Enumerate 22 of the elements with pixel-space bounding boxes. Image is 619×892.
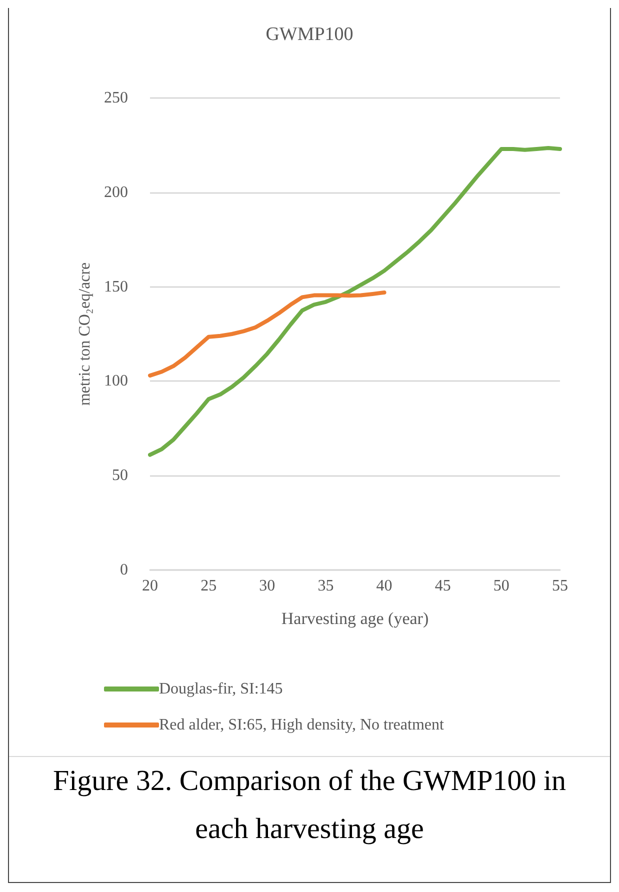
x-tick-label: 35 [318, 578, 334, 594]
x-axis-title: Harvesting age (year) [281, 609, 429, 628]
y-tick-label: 0 [120, 562, 128, 578]
y-tick-label: 250 [104, 90, 128, 106]
line-series [148, 146, 562, 457]
y-tick-label: 150 [104, 278, 128, 296]
x-tick-label: 25 [200, 578, 217, 594]
x-tick-label: 20 [142, 578, 158, 594]
x-tick-label: 55 [552, 578, 568, 594]
x-tick-label: 40 [376, 578, 392, 594]
y-tick-label: 200 [104, 184, 128, 201]
legend-label: Douglas-fir, SI:145 [159, 680, 283, 698]
y-axis-title: metric ton CO₂eq/acre [76, 262, 94, 406]
x-tick-label: 30 [259, 578, 276, 594]
caption: Figure 32. Comparison of the GWMP100 in each harvesting age [52, 764, 568, 847]
legend-label: Red alder, SI:65, High density, No treatment [159, 716, 444, 734]
y-tick-label: 100 [104, 372, 128, 390]
line-series [148, 290, 386, 378]
chart-title: GWMP100 [266, 24, 354, 45]
x-tick-label: 50 [493, 578, 510, 594]
y-tick-label: 50 [112, 467, 128, 484]
x-tick-label: 45 [434, 578, 451, 594]
